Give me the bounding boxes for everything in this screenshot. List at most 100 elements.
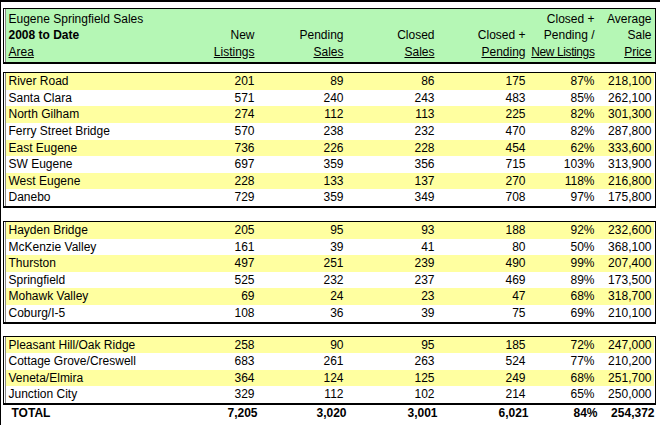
cell-new-listings: 570 — [170, 123, 258, 140]
cell-new-listings: 258 — [170, 337, 258, 354]
cell-new-listings: 736 — [170, 140, 258, 157]
cell-avg-price: 247,000 — [598, 337, 654, 354]
cell-closed-plus-pending: 175 — [438, 73, 529, 90]
cell-closed-plus-pending: 249 — [438, 370, 529, 387]
header-spacer — [170, 11, 258, 28]
cell-closed-plus-pending: 47 — [438, 288, 529, 305]
cell-area: Coburg/I-5 — [6, 305, 170, 322]
cell-pending-sales: 124 — [258, 370, 347, 387]
cell-closed-sales: 237 — [347, 272, 438, 289]
region-group-box-3: Pleasant Hill/Oak Ridge 258 90 95 185 72… — [3, 336, 656, 405]
cell-pending-sales: 36 — [258, 305, 347, 322]
cell-avg-price: 207,400 — [598, 255, 654, 272]
cell-pct: 97% — [529, 189, 598, 206]
cell-pct: 99% — [529, 255, 598, 272]
header-row-2: 2008 to Date New Pending Closed Closed +… — [6, 27, 654, 44]
cell-closed-plus-pending: 470 — [438, 123, 529, 140]
cell-avg-price: 173,500 — [598, 272, 654, 289]
report-title: Eugene Springfield Sales — [6, 11, 170, 28]
cell-new-listings: 571 — [170, 90, 258, 107]
total-closed-sales: 3,001 — [350, 405, 441, 422]
cell-avg-price: 232,600 — [598, 222, 654, 239]
cell-pct: 89% — [529, 272, 598, 289]
table-row: Pleasant Hill/Oak Ridge 258 90 95 185 72… — [6, 337, 654, 354]
cell-new-listings: 683 — [170, 353, 258, 370]
column-header-price-line3: Price — [598, 44, 654, 61]
cell-pct: 118% — [529, 173, 598, 190]
cell-pending-sales: 238 — [258, 123, 347, 140]
cell-area: SW Eugene — [6, 156, 170, 173]
column-header-closed-pending-line1: Closed + — [438, 27, 529, 44]
cell-closed-sales: 41 — [347, 239, 438, 256]
cell-pct: 68% — [529, 288, 598, 305]
cell-pct: 62% — [529, 140, 598, 157]
total-avg-price: 254,372 — [601, 405, 657, 422]
cell-closed-sales: 39 — [347, 305, 438, 322]
cell-area: Mohawk Valley — [6, 288, 170, 305]
cell-new-listings: 697 — [170, 156, 258, 173]
cell-new-listings: 201 — [170, 73, 258, 90]
cell-closed-plus-pending: 225 — [438, 106, 529, 123]
cell-closed-plus-pending: 188 — [438, 222, 529, 239]
total-closed-plus-pending: 6,021 — [441, 405, 532, 422]
total-new-listings: 7,205 — [173, 405, 261, 422]
cell-closed-sales: 263 — [347, 353, 438, 370]
table-row: West Eugene 228 133 137 270 118% 216,800 — [6, 173, 654, 190]
report-header-inner: Eugene Springfield Sales Closed + Averag… — [5, 9, 655, 63]
cell-pct: 50% — [529, 239, 598, 256]
table-row: SW Eugene 697 359 356 715 103% 313,900 — [6, 156, 654, 173]
sales-report: Eugene Springfield Sales Closed + Averag… — [3, 2, 659, 422]
cell-closed-plus-pending: 524 — [438, 353, 529, 370]
column-header-ratio-line1: Closed + — [529, 11, 598, 28]
cell-pending-sales: 90 — [258, 337, 347, 354]
cell-pct: 103% — [529, 156, 598, 173]
header-spacer — [347, 11, 438, 28]
cell-pending-sales: 261 — [258, 353, 347, 370]
cell-pending-sales: 226 — [258, 140, 347, 157]
cell-closed-plus-pending: 715 — [438, 156, 529, 173]
table-row: River Road 201 89 86 175 87% 218,100 — [6, 73, 654, 90]
table-row: Veneta/Elmira 364 124 125 249 68% 251,70… — [6, 370, 654, 387]
cell-area: Thurston — [6, 255, 170, 272]
region-group-box-1: River Road 201 89 86 175 87% 218,100 San… — [3, 72, 656, 208]
cell-closed-plus-pending: 469 — [438, 272, 529, 289]
cell-new-listings: 729 — [170, 189, 258, 206]
cell-avg-price: 210,100 — [598, 305, 654, 322]
cell-avg-price: 287,800 — [598, 123, 654, 140]
cell-pct: 77% — [529, 353, 598, 370]
cell-closed-plus-pending: 270 — [438, 173, 529, 190]
table-row: Danebo 729 359 349 708 97% 175,800 — [6, 189, 654, 206]
cell-pending-sales: 24 — [258, 288, 347, 305]
cell-area: North Gilham — [6, 106, 170, 123]
cell-area: Junction City — [6, 386, 170, 403]
table-row: Thurston 497 251 239 490 99% 207,400 — [6, 255, 654, 272]
cell-avg-price: 368,100 — [598, 239, 654, 256]
header-spacer — [258, 11, 347, 28]
cell-closed-sales: 23 — [347, 288, 438, 305]
cell-closed-sales: 356 — [347, 156, 438, 173]
table-row: Santa Clara 571 240 243 483 85% 262,100 — [6, 90, 654, 107]
cell-area: McKenzie Valley — [6, 239, 170, 256]
cell-avg-price: 216,800 — [598, 173, 654, 190]
cell-closed-sales: 232 — [347, 123, 438, 140]
cell-new-listings: 108 — [170, 305, 258, 322]
cell-avg-price: 313,900 — [598, 156, 654, 173]
region-group-table-2: Hayden Bridge 205 95 93 188 92% 232,600 … — [6, 222, 654, 322]
header-row-1: Eugene Springfield Sales Closed + Averag… — [6, 11, 654, 28]
cell-pending-sales: 133 — [258, 173, 347, 190]
region-group-table-3: Pleasant Hill/Oak Ridge 258 90 95 185 72… — [6, 337, 654, 403]
cell-new-listings: 69 — [170, 288, 258, 305]
cell-avg-price: 301,300 — [598, 106, 654, 123]
total-pct: 84% — [532, 405, 601, 422]
column-header-closed-sales-line2: Sales — [347, 44, 438, 61]
cell-closed-sales: 228 — [347, 140, 438, 157]
cell-area: Ferry Street Bridge — [6, 123, 170, 140]
cell-new-listings: 205 — [170, 222, 258, 239]
table-row: McKenzie Valley 161 39 41 80 50% 368,100 — [6, 239, 654, 256]
cell-pending-sales: 112 — [258, 106, 347, 123]
column-header-ratio-line2: Pending / — [529, 27, 598, 44]
region-group-3: Pleasant Hill/Oak Ridge 258 90 95 185 72… — [6, 337, 654, 403]
cell-area: Springfield — [6, 272, 170, 289]
total-label: TOTAL — [9, 405, 173, 422]
cell-area: Hayden Bridge — [6, 222, 170, 239]
